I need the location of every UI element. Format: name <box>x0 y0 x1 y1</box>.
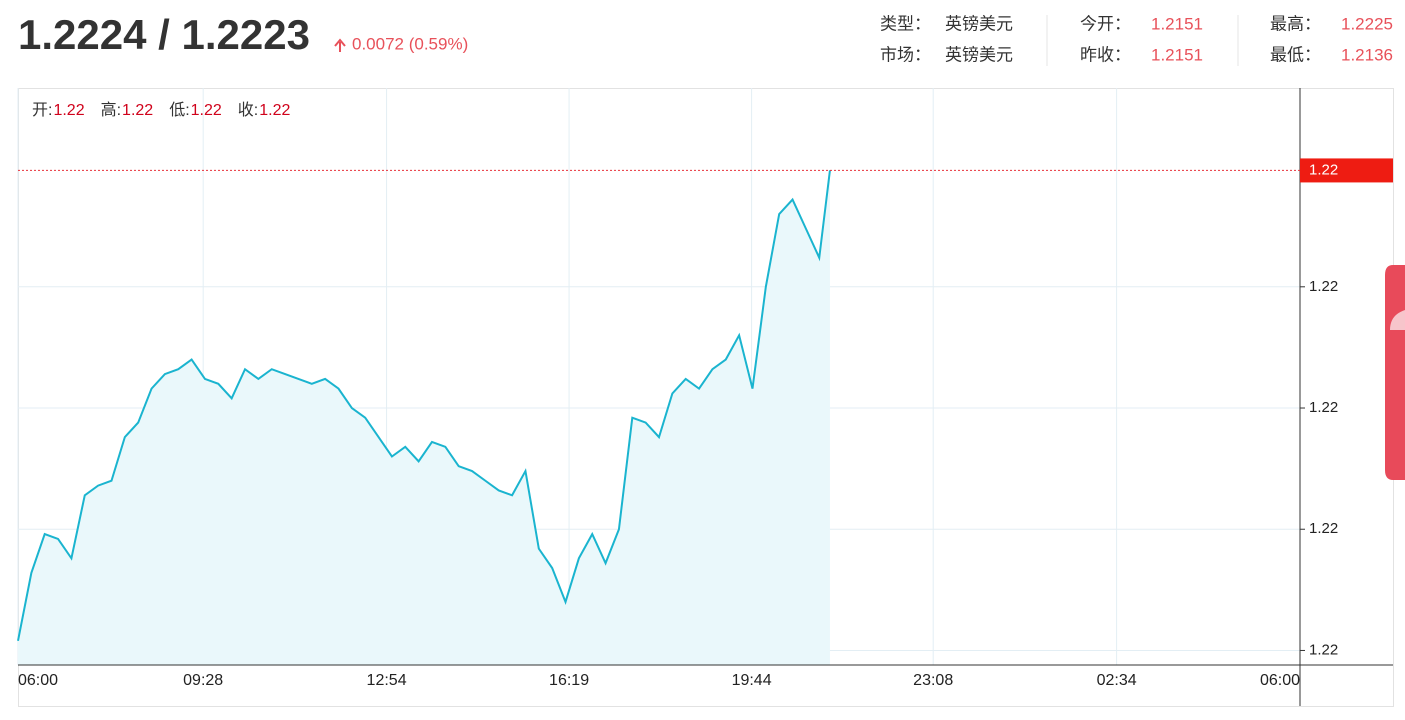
y-tick-label: 1.22 <box>1309 520 1338 537</box>
current-price-box <box>1300 158 1393 183</box>
info-label: 最高： <box>1270 14 1321 33</box>
x-tick-label: 06:00 <box>18 672 58 689</box>
info-value: 1.2151 <box>1151 45 1203 64</box>
y-tick-label: 1.22 <box>1309 278 1338 295</box>
info-label: 今开： <box>1080 14 1131 33</box>
info-value: 1.2151 <box>1151 14 1203 33</box>
x-tick-label: 06:00 <box>1260 672 1300 689</box>
info-value: 1.2225 <box>1341 14 1393 33</box>
x-tick-label: 23:08 <box>913 672 953 689</box>
change: 0.0072 (0.59%) <box>352 34 468 53</box>
x-tick-label: 16:19 <box>549 672 589 689</box>
info-label: 市场： <box>880 45 931 64</box>
ohlc-label: 高: <box>101 101 121 119</box>
side-tab[interactable] <box>1385 265 1405 480</box>
ohlc-label: 开: <box>32 102 52 119</box>
x-tick-label: 02:34 <box>1097 672 1137 689</box>
info-value: 英镑美元 <box>945 45 1013 64</box>
ohlc-value: 1.22 <box>122 102 153 119</box>
side-tab-icon <box>1390 310 1405 330</box>
up-arrow <box>334 38 346 52</box>
ohlc-value: 1.22 <box>191 102 222 119</box>
info-label: 昨收： <box>1080 45 1131 64</box>
ohlc-value: 1.22 <box>53 102 84 119</box>
x-tick-label: 19:44 <box>732 672 772 689</box>
ohlc-label: 收: <box>238 101 258 119</box>
info-value: 1.2136 <box>1341 45 1393 64</box>
info-label: 最低： <box>1270 45 1321 64</box>
quote: 1.2224 / 1.2223 <box>18 11 310 58</box>
info-label: 类型： <box>880 14 931 33</box>
y-tick-label: 1.22 <box>1309 641 1338 658</box>
ohlc-value: 1.22 <box>259 102 290 119</box>
ohlc-label: 低: <box>169 101 189 119</box>
area-fill <box>18 170 830 665</box>
current-price-label: 1.22 <box>1309 161 1338 178</box>
x-tick-label: 09:28 <box>183 672 223 689</box>
y-tick-label: 1.22 <box>1309 399 1338 416</box>
info-value: 英镑美元 <box>945 14 1013 33</box>
price-line <box>17 170 831 641</box>
x-tick-label: 12:54 <box>367 672 407 689</box>
